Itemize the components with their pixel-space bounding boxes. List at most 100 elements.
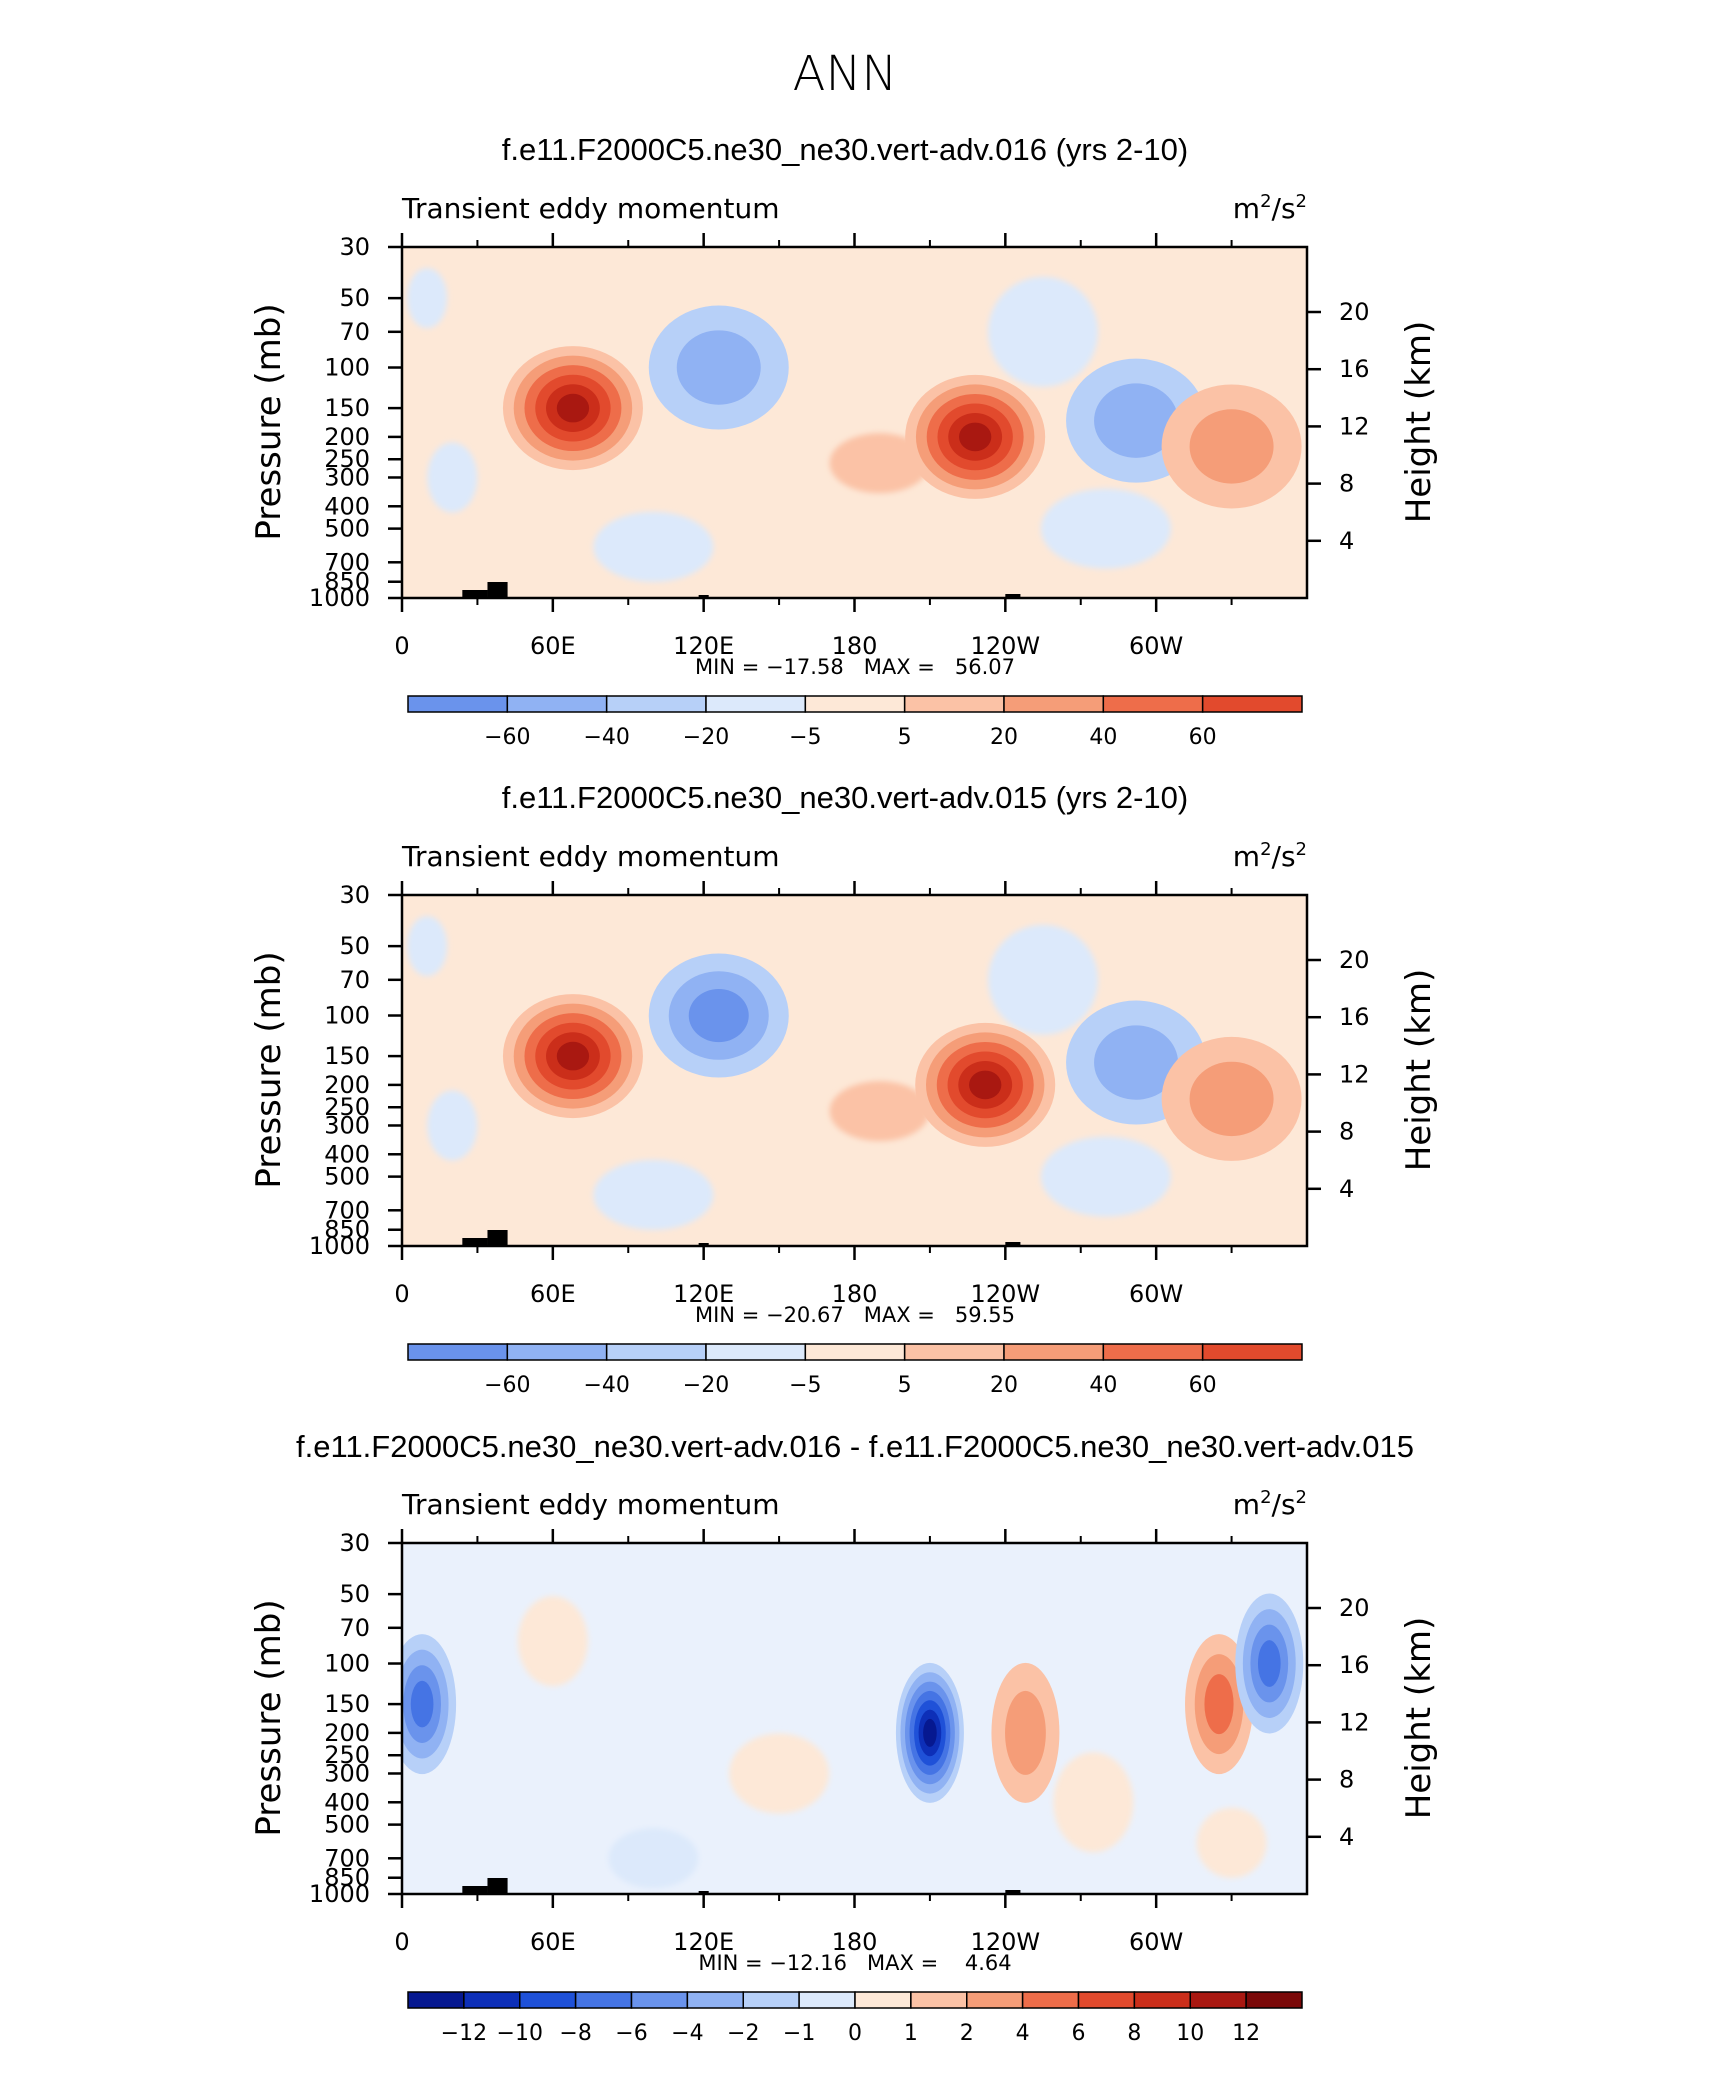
- colorbar-box: [506, 1343, 608, 1361]
- colorbar-box: [463, 1991, 521, 2009]
- y-right-tick-label: 12: [1339, 1060, 1370, 1088]
- x-tick-label: 60W: [1129, 1280, 1183, 1308]
- colorbar-box: [966, 1991, 1024, 2009]
- colorbar-label: −20: [683, 725, 729, 750]
- colorbar-label: 10: [1176, 2021, 1204, 2046]
- units-label: m2/s2: [1233, 1487, 1307, 1521]
- topography: [1005, 594, 1021, 598]
- y-tick-label: 500: [324, 515, 370, 543]
- y-right-tick-label: 4: [1339, 527, 1354, 555]
- colorbar-box: [407, 695, 509, 713]
- y-right-tick-label: 20: [1339, 298, 1370, 326]
- field-patch: [427, 442, 478, 513]
- colorbar-box: [1189, 1991, 1247, 2009]
- x-tick-label: 60E: [530, 1928, 576, 1956]
- y-tick-label: 30: [339, 233, 370, 261]
- y-tick-label: 70: [339, 318, 370, 346]
- variable-label: Transient eddy momentum: [401, 192, 780, 225]
- colorbar-box: [630, 1991, 689, 2009]
- field-patch: [517, 1596, 588, 1687]
- y-right-tick-label: 20: [1339, 1594, 1370, 1622]
- colorbar-label: 0: [848, 2021, 862, 2046]
- field-patch: [729, 1733, 830, 1814]
- field-patch: [407, 916, 448, 977]
- y-tick-label: 400: [324, 1140, 370, 1168]
- colorbar-box: [1102, 695, 1204, 713]
- y-tick-label: 700: [324, 1196, 370, 1224]
- contour-field: [402, 895, 1307, 1246]
- y-tick-label: 850: [324, 1216, 370, 1244]
- contour-field: [402, 1543, 1307, 1894]
- variable-label: Transient eddy momentum: [401, 840, 780, 873]
- y-tick-label: 30: [339, 1529, 370, 1557]
- y-tick-label: 50: [339, 932, 370, 960]
- y-right-tick-label: 8: [1339, 1118, 1354, 1146]
- colorbar-box: [519, 1991, 577, 2009]
- y-tick-label: 150: [324, 1690, 370, 1718]
- y-tick-label: 1000: [309, 584, 370, 612]
- y-tick-label: 500: [324, 1811, 370, 1839]
- field-patch: [1040, 1136, 1171, 1217]
- colorbar-label: −5: [789, 725, 821, 750]
- y-tick-label: 100: [324, 354, 370, 382]
- y-tick-label: 850: [324, 568, 370, 596]
- y-tick-label: 250: [324, 1093, 370, 1121]
- colorbar-label: 5: [898, 725, 912, 750]
- panel-1: f.e11.F2000C5.ne30_ne30.vert-adv.016 (yr…: [249, 132, 1439, 750]
- colorbar-box: [1201, 695, 1303, 713]
- field-patch: [593, 1159, 714, 1230]
- colorbar-label: −6: [615, 2021, 647, 2046]
- topography: [487, 1230, 508, 1246]
- colorbar-label: −1: [783, 2021, 815, 2046]
- axes: 0 60E 120E 180 120W 60W3050701001502002503004…: [309, 881, 1370, 1308]
- y-tick-label: 250: [324, 1741, 370, 1769]
- y-tick-label: 700: [324, 1844, 370, 1872]
- panel-2: f.e11.F2000C5.ne30_ne30.vert-adv.015 (yr…: [249, 780, 1439, 1398]
- topography: [698, 1243, 709, 1246]
- colorbar-box: [903, 1343, 1005, 1361]
- y-tick-label: 200: [324, 423, 370, 451]
- units-label: m2/s2: [1233, 839, 1307, 873]
- y-tick-label: 700: [324, 548, 370, 576]
- contour-difference-minimum: [923, 1718, 937, 1747]
- topography: [698, 595, 709, 598]
- x-tick-label: 120W: [971, 1280, 1041, 1308]
- colorbar-box: [804, 1343, 906, 1361]
- y-right-tick-label: 8: [1339, 1766, 1354, 1794]
- colorbar: −12 −10 −8 −6 −4 −2 −1 0 1 2 4 6 8 10 12: [407, 1991, 1303, 2046]
- x-tick-label: 0: [394, 1928, 409, 1956]
- colorbar-label: −20: [683, 1373, 729, 1398]
- y-right-tick-label: 12: [1339, 1708, 1370, 1736]
- colorbar-label: 20: [990, 725, 1018, 750]
- colorbar-label: −60: [484, 725, 530, 750]
- topography: [487, 1878, 508, 1894]
- field-patch: [829, 1081, 930, 1142]
- colorbar-label: 2: [960, 2021, 974, 2046]
- colorbar-box: [1021, 1991, 1080, 2009]
- y-tick-label: 1000: [309, 1232, 370, 1260]
- y-axis-right-title: Height (km): [1399, 321, 1439, 524]
- colorbar-label: −8: [559, 2021, 591, 2046]
- colorbar-box: [1245, 1991, 1303, 2009]
- x-tick-label: 180: [832, 632, 878, 660]
- colorbar-box: [854, 1991, 912, 2009]
- panel-title: f.e11.F2000C5.ne30_ne30.vert-adv.016 (yr…: [502, 132, 1188, 167]
- contour-negative-cell: [688, 988, 749, 1043]
- colorbar-box: [574, 1991, 633, 2009]
- y-tick-label: 250: [324, 445, 370, 473]
- y-axis-right-title: Height (km): [1399, 969, 1439, 1172]
- y-right-tick-label: 4: [1339, 1823, 1354, 1851]
- y-right-tick-label: 20: [1339, 946, 1370, 974]
- colorbar-label: −12: [441, 2021, 487, 2046]
- colorbar-box: [1003, 695, 1105, 713]
- y-tick-label: 100: [324, 1650, 370, 1678]
- x-tick-label: 60W: [1129, 632, 1183, 660]
- y-tick-label: 150: [324, 1042, 370, 1070]
- x-tick-label: 120W: [971, 1928, 1041, 1956]
- y-right-tick-label: 16: [1339, 1003, 1370, 1031]
- x-tick-label: 60E: [530, 632, 576, 660]
- topography: [1005, 1890, 1021, 1894]
- y-tick-label: 1000: [309, 1880, 370, 1908]
- y-tick-label: 400: [324, 1788, 370, 1816]
